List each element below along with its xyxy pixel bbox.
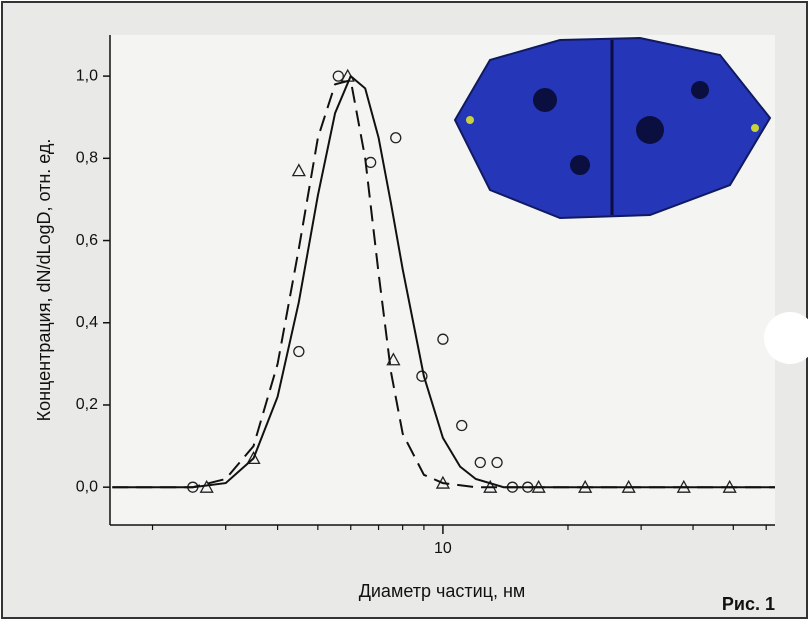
- triangle-point: [246, 451, 261, 465]
- y-axis-label: Концентрация, dN/dLogD, отн. ед.: [34, 139, 54, 422]
- x-axis-label: Диаметр частиц, нм: [359, 581, 526, 601]
- y-tick-label: 0,6: [76, 232, 98, 249]
- y-tick-label: 0,4: [76, 314, 98, 331]
- y-tick-label: 0,2: [76, 396, 98, 413]
- x-tick-label: 10: [434, 540, 452, 557]
- molecule-image: [453, 36, 772, 220]
- triangle-point: [386, 352, 401, 366]
- triangle-point: [291, 163, 306, 177]
- y-tick-label: 0,0: [76, 478, 98, 495]
- circle-point: [456, 419, 468, 432]
- curve: [112, 78, 775, 489]
- circle-point: [332, 70, 344, 82]
- caption: Рис. 1: [722, 594, 775, 614]
- circle-point: [293, 345, 305, 358]
- circle-point: [390, 132, 402, 144]
- circle-point: [474, 456, 486, 469]
- curve: [112, 74, 775, 489]
- y-tick-label: 1,0: [76, 67, 98, 84]
- y-tick-label: 0,8: [76, 150, 98, 167]
- hole-punch: [764, 312, 809, 364]
- circle-point: [437, 333, 449, 345]
- circle-point: [491, 456, 503, 469]
